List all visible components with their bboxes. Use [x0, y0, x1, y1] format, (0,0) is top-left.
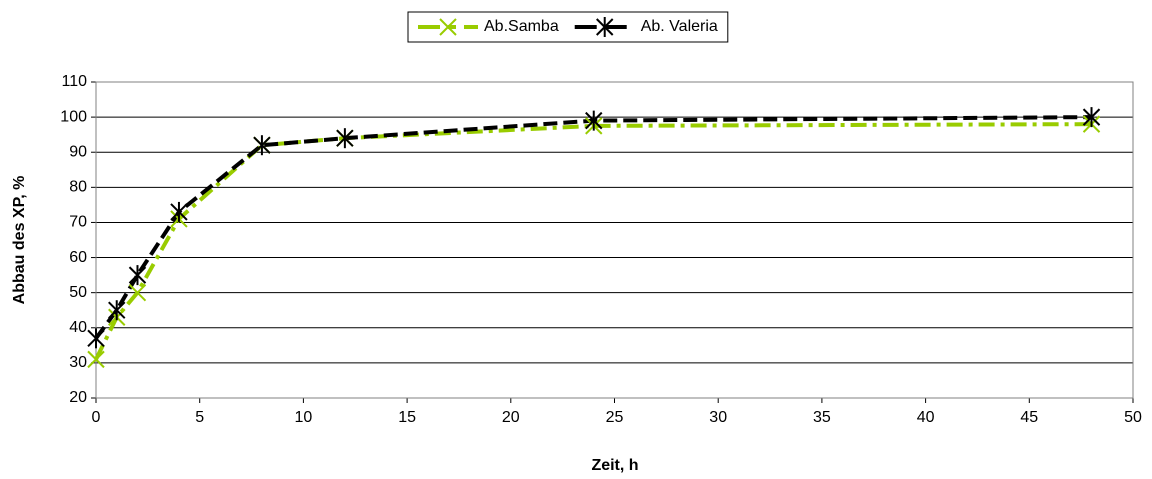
- y-tick-label: 50: [69, 284, 87, 301]
- x-tick-label: 20: [502, 409, 520, 426]
- legend-label: Ab. Valeria: [641, 18, 718, 35]
- x-tick-label: 5: [195, 409, 204, 426]
- x-tick-label: 50: [1124, 409, 1142, 426]
- data-point: [253, 135, 271, 156]
- y-tick-label: 100: [60, 108, 87, 125]
- series-line: [94, 115, 1092, 340]
- x-tick-label: 40: [917, 409, 935, 426]
- legend: Ab.Samba Ab. Valeria: [407, 11, 729, 43]
- x-tick-label: 35: [813, 409, 831, 426]
- y-axis-label: Abbau des XP, %: [11, 176, 28, 305]
- legend-marker: [596, 17, 614, 37]
- plot-border: [95, 81, 1134, 399]
- x-tick-label: 10: [295, 409, 313, 426]
- data-point: [108, 300, 126, 321]
- series-line: [94, 122, 1092, 361]
- legend-box: [407, 11, 729, 43]
- y-tick-label: 40: [69, 319, 87, 336]
- data-point: [87, 350, 105, 369]
- y-tick-label: 20: [69, 389, 87, 406]
- marker-x: [87, 350, 105, 369]
- y-tick-label: 60: [69, 249, 87, 266]
- x-tick-label: 15: [398, 409, 416, 426]
- data-point: [87, 328, 105, 349]
- data-point: [1082, 107, 1101, 128]
- x-axis-label: Zeit, h: [591, 457, 638, 474]
- data-point: [128, 283, 147, 302]
- y-tick-label: 80: [69, 179, 87, 196]
- data-point: [336, 128, 354, 149]
- data-point: [128, 265, 147, 286]
- x-tick-label: 30: [709, 409, 727, 426]
- legend-label: Ab.Samba: [484, 18, 559, 35]
- marker-x: [439, 18, 457, 36]
- y-tick-label: 110: [61, 73, 87, 90]
- data-point: [170, 201, 188, 222]
- x-tick-label: 25: [606, 409, 624, 426]
- y-tick-label: 70: [69, 214, 87, 231]
- y-tick-label: 90: [69, 143, 87, 160]
- marker-x: [128, 283, 147, 302]
- data-point: [585, 110, 603, 131]
- y-tick-label: 30: [69, 354, 87, 371]
- x-tick-label: 45: [1020, 409, 1038, 426]
- legend-marker: [439, 18, 457, 36]
- x-tick-label: 0: [92, 409, 101, 426]
